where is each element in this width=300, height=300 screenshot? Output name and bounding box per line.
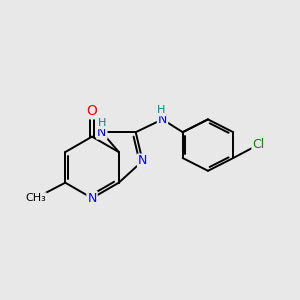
Text: H: H	[98, 118, 106, 128]
Text: N: N	[138, 154, 147, 167]
Text: O: O	[87, 104, 98, 118]
Text: N: N	[97, 126, 106, 139]
Text: CH₃: CH₃	[25, 193, 46, 203]
Text: N: N	[158, 113, 167, 126]
Text: N: N	[87, 192, 97, 205]
Text: H: H	[157, 106, 165, 116]
Text: Cl: Cl	[252, 138, 265, 151]
